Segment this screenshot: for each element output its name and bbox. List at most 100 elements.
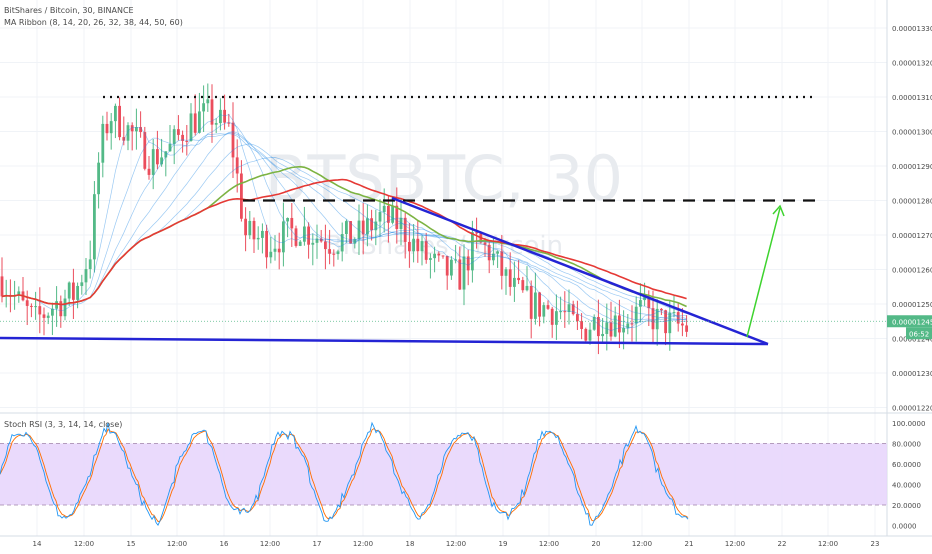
candle-body [214,123,218,125]
candle-body [630,323,634,325]
indicator-label: MA Ribbon (8, 14, 20, 26, 32, 38, 44, 50… [4,18,183,27]
candle-body [46,315,50,318]
candle-body [30,305,33,307]
time-tick-label: 16 [220,540,229,548]
breakout-arrow-head [772,204,785,217]
candle-body [252,220,256,240]
rsi-tick-label: 0.0000 [892,523,917,531]
candle-body [584,328,588,341]
price-tick-label: 0.00001330 [892,25,932,33]
candle-body [282,221,285,253]
candle-body [135,127,138,132]
price-axis: 0.00001330 0.00001320 0.00001310 0.00001300… [892,25,932,413]
candle-body [613,315,617,337]
candle-body [244,218,247,236]
candle-body [668,312,672,334]
rsi-band-fill [0,443,887,505]
candle-body [189,113,193,142]
time-tick-label: 12:00 [725,540,745,548]
candle-body [559,311,562,313]
candle-body [248,220,252,236]
candle-body [357,220,361,240]
candle-body [101,123,105,163]
candle-body [534,292,537,319]
price-tick-label: 0.00001280 [892,198,932,206]
candle-body [168,144,172,152]
candle-body [286,217,289,222]
stoch-rsi-panel: 100.0000 80.0000 60.0000 40.0000 20.0000 0.00… [0,420,925,531]
stoch-rsi-label: Stoch RSI (3, 3, 14, 14, close) [4,420,123,429]
candle-body [328,249,331,254]
candle-body [366,218,369,235]
candle-body [685,325,688,332]
candle-body [332,253,336,255]
candle-body [240,173,243,219]
candle-body [231,122,235,158]
candle-body [235,157,239,174]
candle-body [445,256,449,276]
countdown-label: 06:52 [909,330,929,338]
candle-body [513,277,516,287]
rsi-tick-label: 40.0000 [892,482,921,490]
candle-body [269,251,273,258]
candle-body [223,109,226,123]
time-tick-label: 12:00 [353,540,373,548]
candle-body [580,321,583,329]
candle-body [563,311,567,313]
candle-body [542,305,546,317]
candle-body [265,230,268,258]
candle-body [416,238,420,252]
candle-body [475,232,478,234]
candle-body [160,157,163,165]
candle-body [303,226,306,242]
candle-body [500,251,504,276]
candle-body [88,259,92,270]
candle-body [193,113,197,133]
candle-body [508,269,512,287]
candle-body [391,205,394,223]
candle-body [164,151,168,158]
candle-body [525,285,529,291]
ma-line-20 [1,131,687,324]
candle-body [550,308,554,325]
candles [0,83,688,355]
price-tick-label: 0.00001270 [892,232,932,240]
stoch-rsi-d-line [0,428,689,522]
time-tick-label: 12:00 [260,540,280,548]
time-tick-label: 12:00 [167,540,187,548]
candle-body [622,328,625,333]
candle-body [597,316,600,337]
candle-body [664,310,667,334]
chart-title: BitShares / Bitcoin, 30, BINANCE [4,6,134,15]
candle-body [42,314,46,318]
candle-body [198,111,201,133]
price-tick-label: 0.00001220 [892,405,932,413]
candle-body [382,205,386,213]
time-tick-label: 21 [685,540,694,548]
candle-body [72,282,75,300]
candle-body [647,297,651,309]
candle-body [609,322,613,337]
ma-line-60 [1,178,687,306]
candle-body [441,255,445,257]
price-tick-label: 0.00001250 [892,301,932,309]
candle-body [618,315,621,333]
candle-body [437,253,441,256]
candle-body [84,269,88,283]
candle-body [298,241,302,246]
candle-body [156,149,159,165]
candle-body [651,308,655,330]
candle-body [206,99,210,104]
candle-body [59,301,63,317]
candle-body [471,232,474,271]
stoch-rsi-k-line [0,421,689,526]
ma-line-26 [1,133,687,323]
candle-body [655,308,659,330]
candle-body [567,304,571,312]
triangle-resistance-line [391,196,769,346]
legend-main: BitShares / Bitcoin, 30, BINANCE MA Ribb… [4,5,183,29]
rsi-tick-label: 60.0000 [892,461,921,469]
candle-body [538,292,541,317]
candle-body [172,129,176,145]
